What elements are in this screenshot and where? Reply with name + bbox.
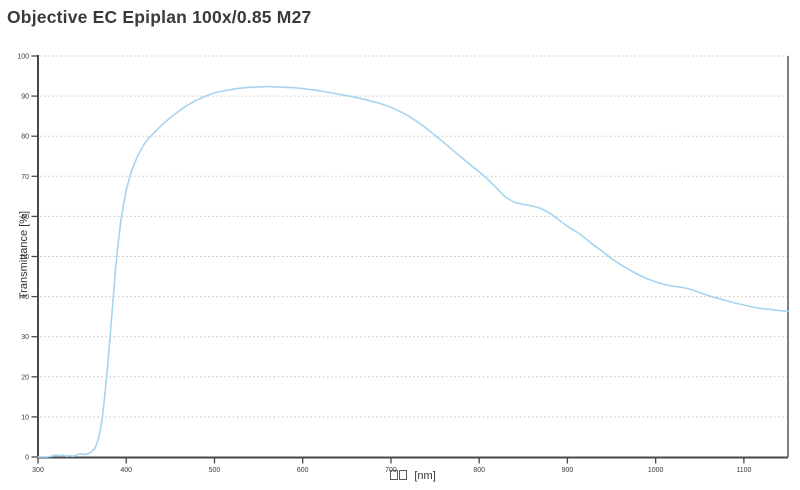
y-tick-label: 30 — [21, 334, 29, 341]
y-tick-label: 50 — [21, 254, 29, 261]
x-tick-label: 1100 — [736, 467, 751, 474]
x-tick-label: 300 — [32, 467, 44, 474]
missing-glyph-boxes — [390, 470, 411, 482]
x-axis-unit: [nm] — [414, 470, 436, 482]
y-tick-label: 60 — [21, 214, 29, 221]
missing-glyph-icon — [390, 470, 399, 480]
y-tick-label: 100 — [17, 54, 29, 61]
chart-title: Objective EC Epiplan 100x/0.85 M27 — [7, 7, 312, 27]
y-tick-label: 10 — [21, 414, 29, 421]
y-tick-label: 80 — [21, 134, 29, 141]
transmittance-curve — [37, 85, 789, 458]
y-tick-label: 70 — [21, 174, 29, 181]
y-tick-label: 90 — [21, 94, 29, 101]
missing-glyph-icon — [399, 470, 408, 480]
y-tick-label: 20 — [21, 374, 29, 381]
x-axis-label: [nm] — [0, 470, 800, 482]
x-tick-label: 600 — [297, 467, 309, 474]
x-tick-label: 900 — [562, 467, 574, 474]
x-tick-label: 500 — [209, 467, 221, 474]
x-tick-label: 400 — [120, 467, 132, 474]
x-tick-label: 1000 — [648, 467, 664, 474]
y-tick-label: 0 — [25, 455, 29, 462]
x-tick-label: 800 — [473, 467, 485, 474]
y-tick-label: 40 — [21, 294, 29, 301]
